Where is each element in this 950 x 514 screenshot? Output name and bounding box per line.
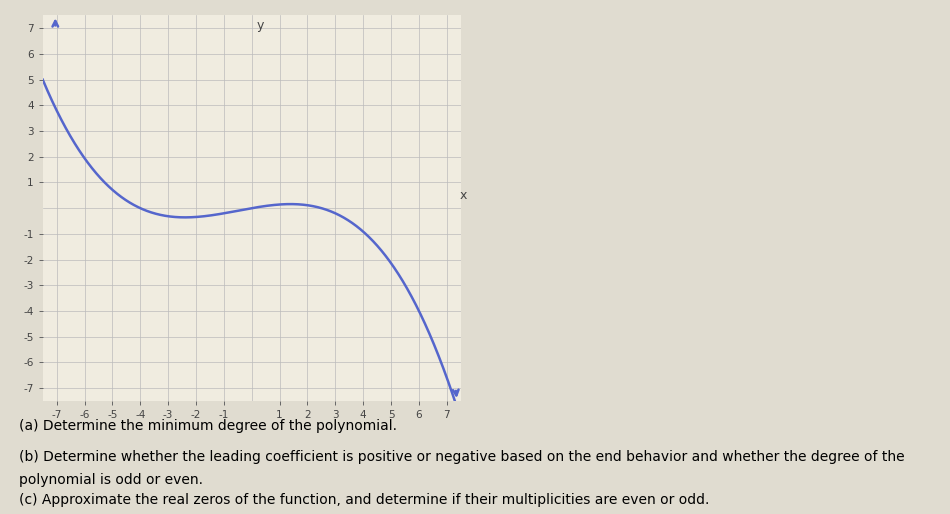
Text: (a) Determine the minimum degree of the polynomial.: (a) Determine the minimum degree of the … xyxy=(19,419,397,433)
Text: x: x xyxy=(460,189,466,201)
Text: y: y xyxy=(256,20,264,32)
Text: (c) Approximate the real zeros of the function, and determine if their multiplic: (c) Approximate the real zeros of the fu… xyxy=(19,493,710,507)
Text: polynomial is odd or even.: polynomial is odd or even. xyxy=(19,473,203,487)
Text: (b) Determine whether the leading coefficient is positive or negative based on t: (b) Determine whether the leading coeffi… xyxy=(19,450,904,464)
